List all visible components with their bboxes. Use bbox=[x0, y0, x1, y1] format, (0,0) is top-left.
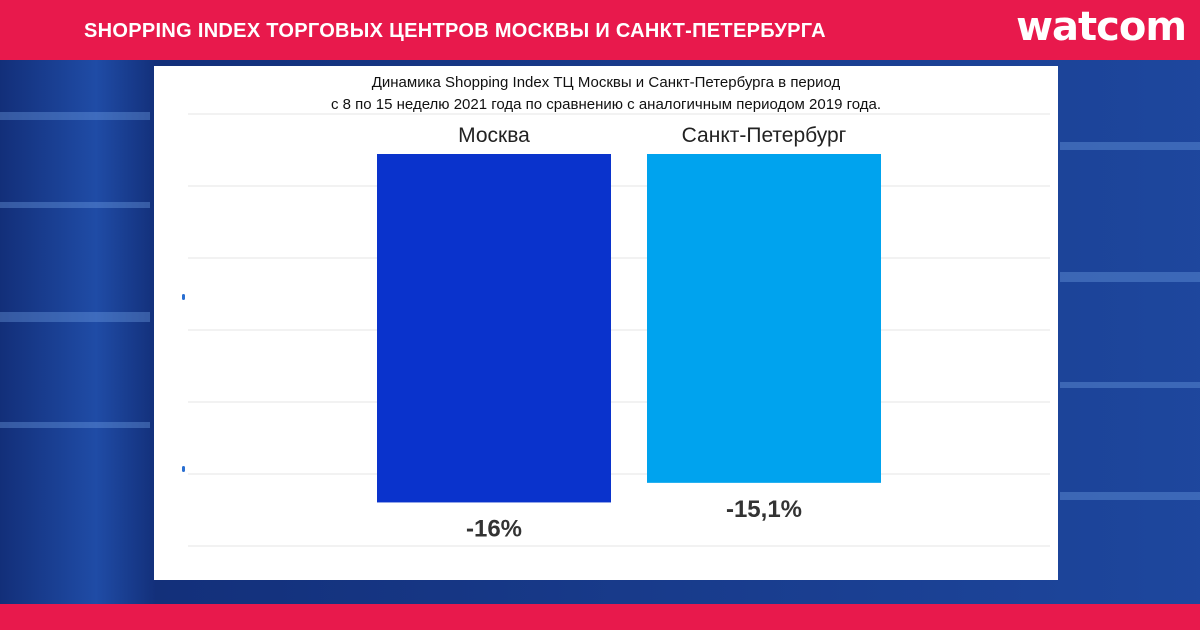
chart-title-line-1: Динамика Shopping Index ТЦ Москвы и Санк… bbox=[371, 74, 841, 91]
gridlines bbox=[188, 113, 1050, 547]
bar-chart: Москва -16% Санкт-Петербург -15,1% bbox=[188, 113, 1050, 547]
value-label-1: -15,1% bbox=[726, 496, 802, 523]
category-label-1: Санкт-Петербург bbox=[682, 124, 847, 147]
category-label-0: Москва bbox=[458, 124, 530, 147]
watcom-logo: watcom bbox=[1016, 4, 1187, 50]
header-bar: SHOPPING INDEX ТОРГОВЫХ ЦЕНТРОВ МОСКВЫ И… bbox=[0, 0, 1200, 60]
chart-panel: Динамика Shopping Index ТЦ Москвы и Санк… bbox=[154, 66, 1058, 580]
bar-0 bbox=[377, 154, 611, 503]
value-label-0: -16% bbox=[466, 515, 522, 542]
chart-title: Динамика Shopping Index ТЦ Москвы и Санк… bbox=[154, 72, 1058, 116]
bar-1 bbox=[647, 154, 881, 483]
decor-dot bbox=[182, 294, 185, 300]
decor-dot bbox=[182, 466, 185, 472]
page-title: SHOPPING INDEX ТОРГОВЫХ ЦЕНТРОВ МОСКВЫ И… bbox=[84, 20, 826, 42]
footer-bar bbox=[0, 604, 1200, 630]
chart-title-line-2: с 8 по 15 неделю 2021 года по сравнению … bbox=[330, 96, 881, 113]
